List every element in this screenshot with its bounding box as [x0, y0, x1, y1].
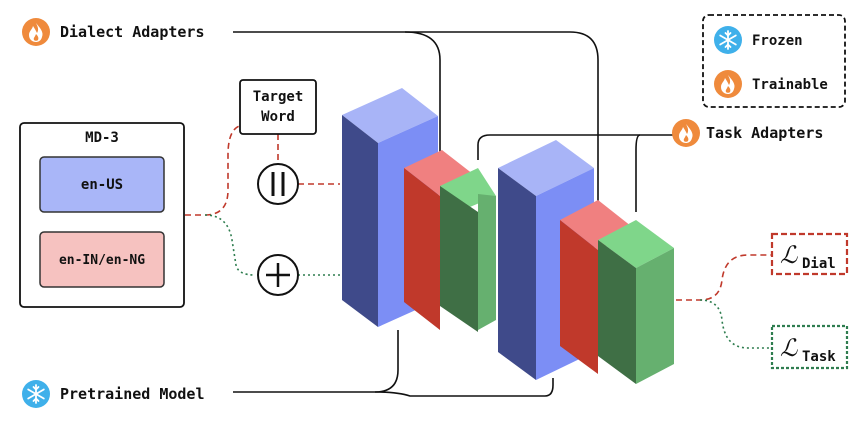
loss-task-script: ℒ — [780, 334, 798, 362]
pretrained-model-label: Pretrained Model — [60, 385, 205, 403]
target-word-line2: Word — [261, 109, 295, 125]
loss-task-box: ℒ Task — [770, 324, 849, 370]
en-in-ng-label: en-IN/en-NG — [59, 253, 145, 268]
loss-dial-box: ℒ Dial — [770, 232, 849, 276]
connector-lines — [233, 31, 680, 397]
flame-icon — [672, 119, 700, 147]
legend-frozen: Frozen — [752, 33, 803, 49]
loss-dial-script: ℒ — [780, 241, 798, 269]
target-word-line1: Target — [253, 89, 304, 105]
task-adapter-block-2 — [598, 220, 674, 384]
en-us-label: en-US — [81, 177, 123, 193]
flame-icon — [22, 18, 50, 46]
task-adapter-block-1 — [440, 168, 496, 332]
md3-panel: MD-3 en-US en-IN/en-NG — [19, 122, 185, 308]
legend-trainable: Trainable — [752, 77, 828, 93]
md3-title: MD-3 — [85, 130, 119, 146]
snowflake-icon — [21, 379, 51, 409]
snowflake-icon — [713, 25, 743, 55]
loss-task-sub: Task — [802, 349, 836, 365]
task-adapters-label-group: Task Adapters — [672, 119, 823, 147]
dialect-adapters-label-group: Dialect Adapters — [22, 18, 205, 46]
legend: Frozen Trainable — [702, 14, 846, 108]
en-in-ng-box: en-IN/en-NG — [39, 231, 165, 288]
en-us-box: en-US — [39, 156, 165, 213]
target-word-box: Target Word — [239, 79, 317, 135]
flame-icon — [714, 70, 742, 98]
pretrained-model-label-group: Pretrained Model — [21, 379, 205, 409]
loss-dial-sub: Dial — [802, 256, 836, 272]
concat-operator — [257, 163, 299, 205]
add-operator — [257, 254, 299, 296]
task-adapters-label: Task Adapters — [706, 124, 823, 142]
dialect-adapters-label: Dialect Adapters — [60, 23, 205, 41]
input-connectors — [185, 124, 772, 349]
